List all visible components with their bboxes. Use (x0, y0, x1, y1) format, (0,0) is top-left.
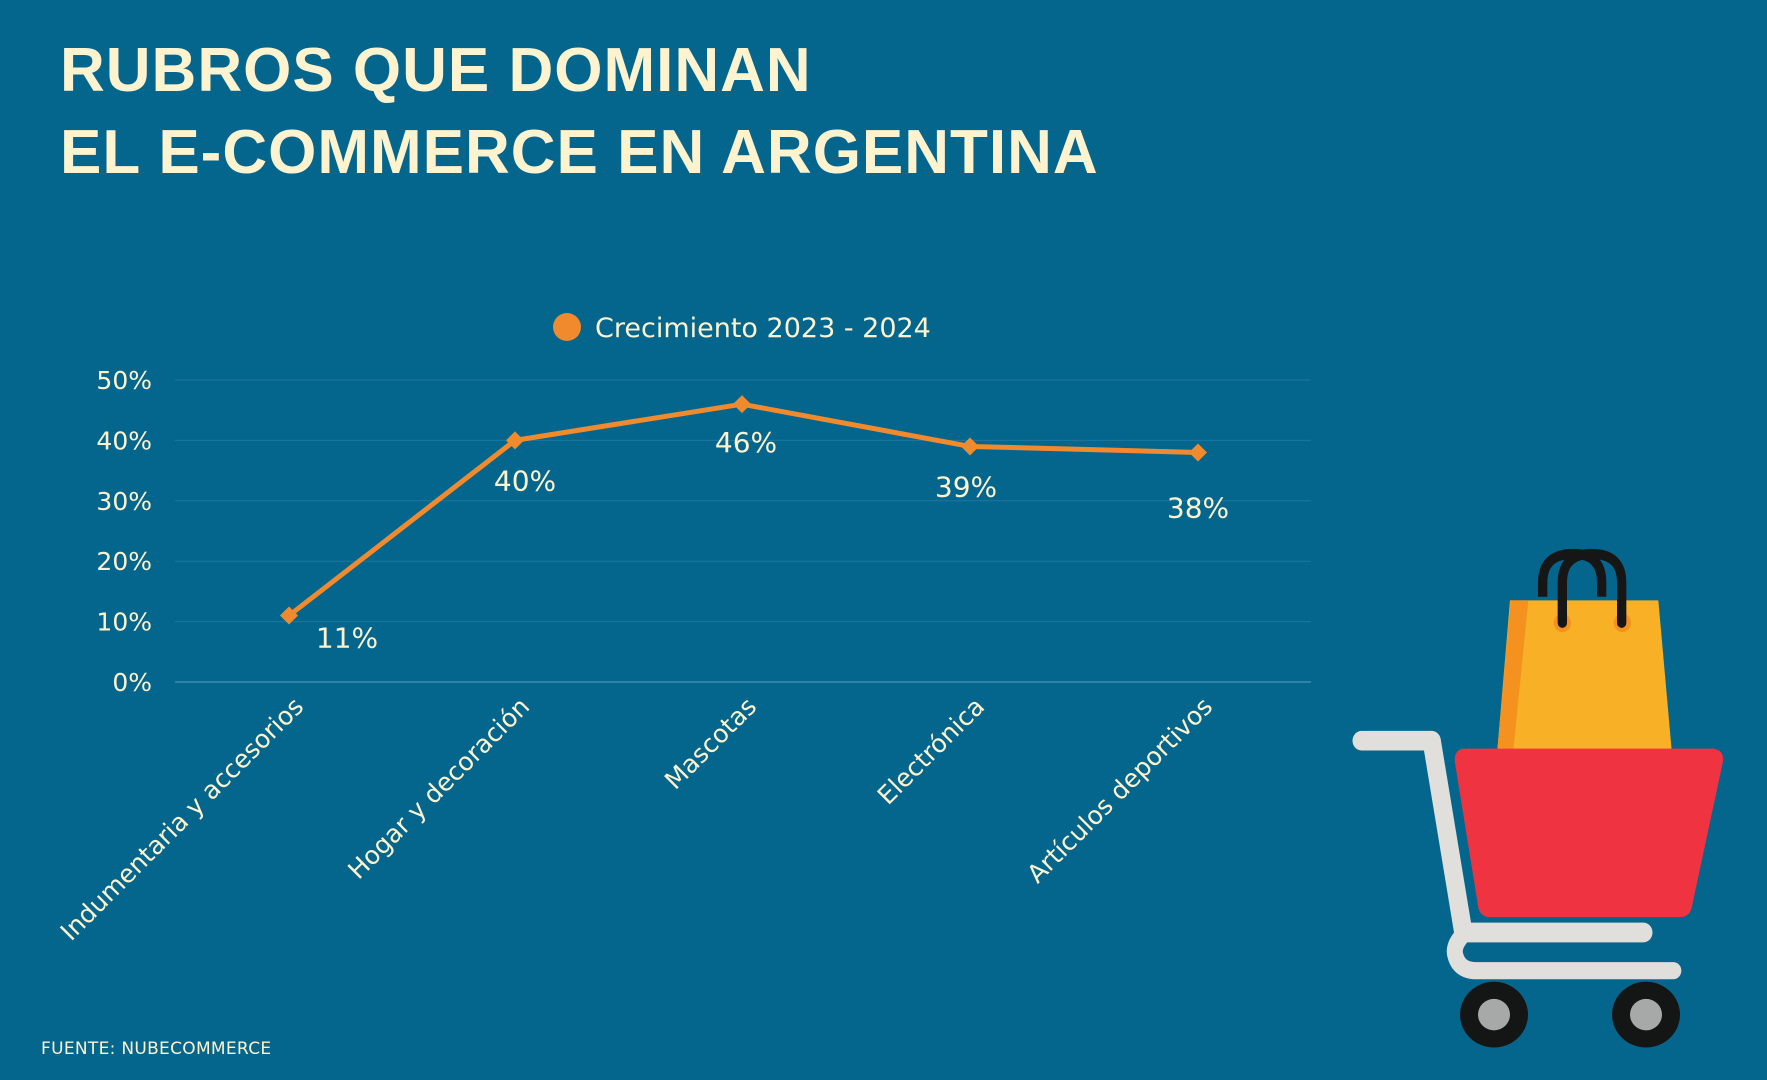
y-tick-label: 0% (112, 668, 152, 697)
x-category-label: Hogar y decoración (342, 692, 535, 885)
x-category-label: Electrónica (872, 692, 990, 810)
bag-side (1497, 600, 1529, 751)
data-point-marker (733, 395, 751, 414)
y-tick-label: 30% (96, 487, 152, 516)
bag-body (1497, 600, 1672, 751)
y-tick-label: 10% (96, 608, 152, 637)
legend-label: Crecimiento 2023 - 2024 (595, 313, 931, 344)
data-label: 38% (1167, 491, 1229, 524)
title-line-2: EL E-COMMERCE EN ARGENTINA (60, 118, 1099, 187)
data-label: 46% (715, 426, 777, 459)
wheel-hub (1630, 998, 1662, 1031)
x-category-label: Mascotas (659, 692, 762, 795)
y-tick-label: 50% (96, 366, 152, 395)
title-line-1: RUBROS QUE DOMINAN (60, 36, 812, 105)
cart-base (1446, 925, 1682, 980)
cart-handle (1352, 730, 1653, 943)
legend-marker (553, 313, 581, 341)
x-category-label: Artículos deportivos (1021, 692, 1218, 889)
source-footer: FUENTE: NUBECOMMERCE (41, 1039, 272, 1059)
data-label: 11% (316, 622, 378, 655)
y-tick-label: 40% (96, 426, 152, 455)
y-tick-label: 20% (96, 547, 152, 576)
bag-handle-front (1557, 548, 1627, 628)
data-point-marker (961, 437, 979, 456)
wheel-hub (1478, 998, 1510, 1031)
data-label: 40% (494, 464, 556, 497)
data-point-marker (280, 606, 298, 625)
shopping-cart-with-bag-icon (1352, 548, 1724, 1048)
page-title: RUBROS QUE DOMINAN EL E-COMMERCE EN ARGE… (60, 30, 1099, 194)
data-label: 39% (935, 470, 997, 503)
x-category-label: Indumentaria y accesorios (55, 692, 310, 947)
cart-basket (1454, 748, 1724, 918)
data-point-marker (506, 431, 524, 450)
data-point-marker (1189, 443, 1207, 462)
